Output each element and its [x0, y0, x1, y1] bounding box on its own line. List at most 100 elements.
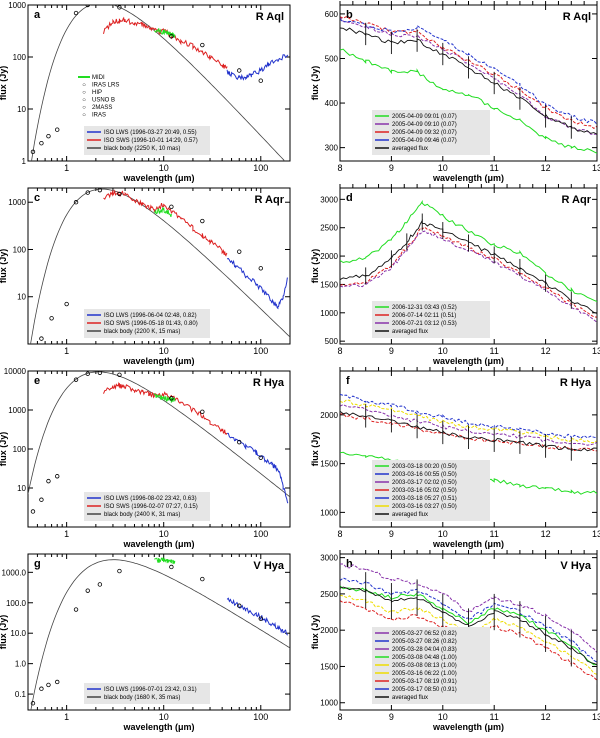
legend-entry-label: ISO LWS (1996-08-02 23:42, 0.63) [104, 496, 197, 502]
x-tick-label: 9 [389, 529, 394, 539]
x-tick-label: 12 [541, 346, 551, 356]
x-tick-label: 8 [337, 712, 342, 722]
y-tick-label: 400 [325, 99, 339, 108]
series-blue-line [340, 18, 597, 125]
panel-a: 1 10 100 1 10 100 1000 wavelength (μm) flux (Jy)… [0, 1, 291, 183]
legend-box [84, 683, 210, 704]
x-tick-label: 100 [253, 529, 268, 539]
legend-entry-label: 2003-03-16 05:02 (0.50) [392, 488, 457, 494]
star-name: V Hya [560, 560, 591, 572]
x-axis-label: wavelength (μm) [432, 356, 504, 366]
series-group [30, 188, 290, 344]
y-axis-label: flux (Jy) [0, 66, 8, 101]
y-tick-label: 500 [325, 337, 339, 346]
series-red-line [340, 226, 597, 318]
legend-entry-label: 2006-07-21 03:12 (0.53) [392, 321, 457, 327]
legend-entry-label: averaged flux [392, 329, 428, 335]
legend-entry-label: averaged flux [392, 512, 428, 518]
photometry-point [237, 68, 242, 73]
panel-label: c [34, 192, 40, 204]
y-tick-label: 2000 [320, 411, 338, 420]
y-axis-label: flux (Jy) [0, 615, 8, 650]
photometry-point [73, 377, 79, 382]
photometry-point [117, 568, 122, 574]
x-tick-label: 10 [438, 529, 448, 539]
x-tick-label: 9 [389, 163, 394, 173]
blackbody-curve [30, 559, 290, 710]
y-tick-label: 1000 [8, 1, 26, 10]
photometry-point [46, 682, 51, 688]
series-lws-line [227, 432, 289, 504]
y-tick-label: 1500 [320, 662, 338, 671]
x-tick-label: 100 [253, 346, 268, 356]
x-tick-label: 8 [337, 346, 342, 356]
x-tick-label: 12 [541, 163, 551, 173]
photometry-point [117, 191, 122, 197]
photometry-point [117, 372, 122, 377]
x-tick-label: 1 [64, 712, 69, 722]
legend-entry-label: 2005-04-09 09:46 (0.07) [392, 138, 457, 144]
photometry-point [200, 409, 205, 414]
legend-box [372, 110, 490, 155]
blackbody-curve [28, 371, 290, 498]
y-tick-label: 3000 [320, 554, 338, 563]
legend-entry-label: ISO LWS (1996-07-01 23:42, 0.31) [104, 687, 197, 693]
photometry-point [46, 133, 51, 139]
x-axis-label: wavelength (μm) [122, 722, 194, 732]
panel-c: 1 10 100 10 100 1000 wavelength (μm) flux (Jy) c… [0, 187, 291, 366]
legend-box [84, 126, 210, 155]
photometry-point [73, 607, 79, 612]
y-tick-label: 300 [325, 144, 339, 153]
legend-entry-label: black body (2250 K, 10 mas) [104, 146, 180, 152]
legend-entry-label: 2005-04-09 09:01 (0.07) [392, 114, 457, 120]
photometry-point [258, 266, 263, 271]
legend-label: IRAS LRS [92, 83, 119, 89]
photometry-point [85, 5, 90, 8]
star-name: R Aqr [254, 194, 284, 206]
legend-label: IRAS [92, 113, 106, 119]
x-tick-label: 12 [541, 712, 551, 722]
y-axis-label: flux (Jy) [0, 432, 8, 467]
legend-box [84, 309, 210, 338]
x-tick-label: 9 [389, 712, 394, 722]
legend-marker: ○ [82, 113, 86, 119]
photometry-point [55, 474, 60, 479]
x-tick-label: 11 [490, 346, 499, 356]
photometry-point [169, 204, 174, 210]
legend-entry-label: 2005-03-16 06:22 (1.00) [392, 671, 457, 677]
legend-entry-label: 2005-03-17 08:50 (0.91) [392, 687, 457, 693]
y-tick-label: 1000.0 [2, 568, 27, 577]
legend-entry-label: 2005-03-08 04:48 (1.00) [392, 655, 457, 661]
series-mid-line [154, 557, 176, 565]
series-group [340, 16, 597, 154]
panel-label: e [34, 375, 40, 387]
x-tick-label: 13 [592, 712, 600, 722]
y-tick-label: 1000 [320, 309, 338, 318]
x-tick-label: 1 [64, 529, 69, 539]
x-tick-label: 10 [159, 529, 169, 539]
photometry-point [39, 686, 44, 691]
y-tick-label: 1000 [8, 198, 26, 207]
series-lws-line [226, 54, 289, 81]
x-tick-label: 11 [490, 163, 499, 173]
photometry-point [169, 396, 174, 401]
y-tick-label: 2500 [320, 224, 338, 233]
y-tick-label: 1.0 [15, 660, 27, 669]
y-tick-label: 1500 [320, 280, 338, 289]
legend-entry-label: 2003-03-16 03:27 (0.50) [392, 504, 457, 510]
x-tick-label: 11 [490, 529, 499, 539]
x-axis-label: wavelength (μm) [432, 722, 504, 732]
series-group [340, 393, 597, 495]
legend-entry-label: 2005-03-27 08:26 (0.82) [392, 639, 457, 645]
photometry-point [73, 200, 79, 205]
legend-entry-label: 2003-03-16 00:55 (0.50) [392, 472, 457, 478]
series-sws-line [103, 189, 228, 257]
star-name: V Hya [253, 560, 284, 572]
legend-entry-label: 2006-12-31 03:43 (0.52) [392, 305, 457, 311]
legend-entry-label: ISO LWS (1996-03-27 20:49, 0.55) [104, 130, 197, 136]
series-lws-line [226, 257, 288, 310]
series-purple-line [340, 230, 597, 323]
y-tick-label: 10000 [4, 367, 27, 376]
series-mid-line [153, 393, 176, 403]
x-tick-label: 10 [438, 712, 448, 722]
